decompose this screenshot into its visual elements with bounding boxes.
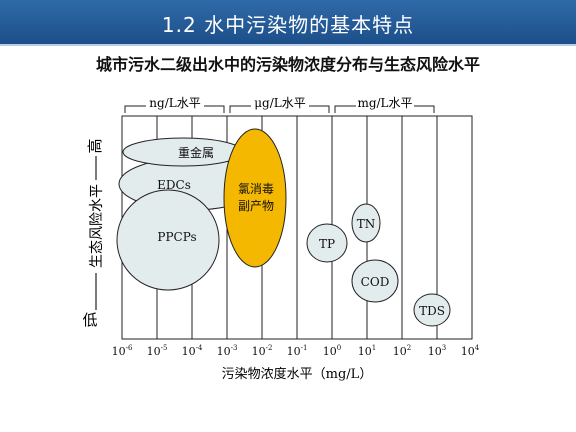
x-tick-label: 102 bbox=[393, 344, 411, 358]
bracket-label-bg bbox=[356, 96, 414, 110]
tds-bubble bbox=[413, 293, 451, 327]
risk-axis: 低 生态风险水平 高 bbox=[82, 138, 105, 329]
bracket-label-bg bbox=[251, 96, 309, 110]
ug-level-label: μg/L水平 bbox=[254, 96, 306, 110]
slide-title: 1.2 水中污染物的基本特点 bbox=[161, 13, 415, 37]
x-tick-label: 10-5 bbox=[147, 344, 168, 358]
x-axis-label: 污染物浓度水平（mg/L） bbox=[222, 366, 373, 382]
slide-subtitle: 城市污水二级出水中的污染物浓度分布与生态风险水平 bbox=[95, 55, 480, 74]
tn-label: TN bbox=[357, 217, 376, 231]
risk-axis-label: 生态风险水平 bbox=[89, 184, 105, 268]
mg-level-label: mg/L水平 bbox=[357, 96, 412, 110]
x-tick-label: 10-3 bbox=[217, 344, 238, 358]
edcs-label: EDCs bbox=[157, 178, 191, 192]
x-tick-label: 10-1 bbox=[287, 344, 308, 358]
heavy-metals-label: 重金属 bbox=[178, 145, 214, 160]
tp-bubble bbox=[306, 223, 348, 263]
tn-bubble bbox=[351, 203, 381, 243]
x-tick-label: 101 bbox=[358, 344, 376, 358]
x-tick-label: 10-6 bbox=[112, 344, 133, 358]
cod-label: COD bbox=[361, 275, 390, 289]
risk-low-label: 低 bbox=[82, 311, 97, 329]
x-tick-label: 10-2 bbox=[252, 344, 273, 358]
ppcps-bubble bbox=[116, 189, 220, 291]
bracket-label-bg bbox=[146, 96, 204, 110]
tds-label: TDS bbox=[419, 304, 445, 318]
x-tick-label: 104 bbox=[461, 344, 480, 358]
chlorination-dbps-label-2: 副产物 bbox=[238, 199, 274, 213]
title-bar: 1.2 水中污染物的基本特点 bbox=[0, 0, 576, 46]
x-tick-label: 103 bbox=[428, 344, 446, 358]
x-tick-label: 10-4 bbox=[182, 344, 203, 358]
ppcps-label: PPCPs bbox=[157, 230, 196, 244]
x-tick-labels: 10-6 10-5 10-4 10-3 10-2 10-1 100 101 10… bbox=[112, 344, 480, 358]
chlorination-dbps-bubble bbox=[223, 128, 287, 268]
chlorination-dbps-label-1: 氯消毒 bbox=[238, 182, 274, 196]
x-tick-label: 100 bbox=[323, 344, 341, 358]
tp-label: TP bbox=[319, 237, 335, 251]
risk-high-label: 高 bbox=[86, 138, 104, 153]
cod-bubble bbox=[351, 259, 399, 303]
ng-level-label: ng/L水平 bbox=[149, 96, 200, 110]
